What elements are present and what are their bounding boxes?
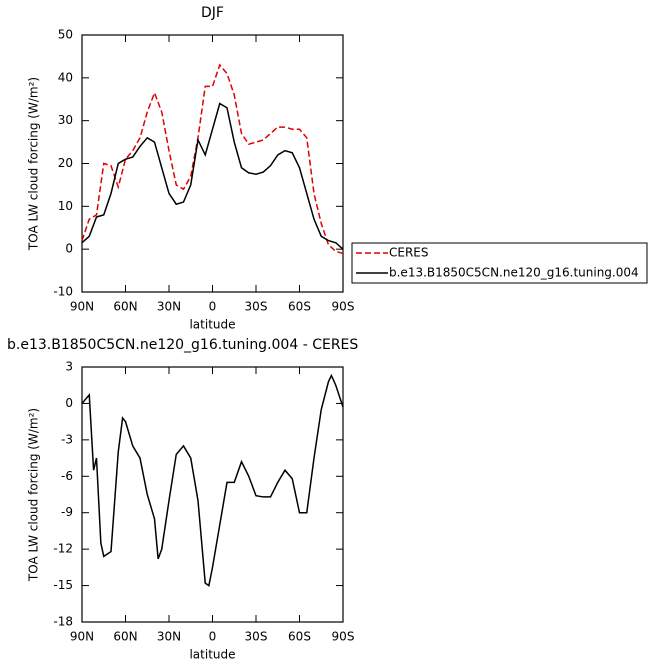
- x-tick-label: 90N: [70, 300, 94, 314]
- y-tick-label: -10: [53, 285, 73, 299]
- y-tick-label: 0: [65, 242, 73, 256]
- x-axis-label: latitude: [189, 648, 235, 662]
- x-tick-label: 90S: [332, 630, 355, 644]
- x-tick-label: 0: [209, 630, 217, 644]
- x-tick-label: 30S: [245, 630, 268, 644]
- x-tick-label: 60S: [288, 630, 311, 644]
- x-tick-label: 30N: [157, 300, 181, 314]
- legend-label: b.e13.B1850C5CN.ne120_g16.tuning.004: [389, 266, 639, 280]
- chart-title: b.e13.B1850C5CN.ne120_g16.tuning.004 - C…: [7, 337, 358, 353]
- x-tick-label: 30S: [245, 300, 268, 314]
- chart-title: DJF: [201, 5, 224, 21]
- y-tick-label: 3: [65, 360, 73, 374]
- x-tick-label: 30N: [157, 630, 181, 644]
- x-axis-label: latitude: [189, 318, 235, 332]
- y-tick-label: 10: [58, 199, 73, 213]
- y-tick-label: -12: [53, 542, 73, 556]
- y-tick-label: 50: [58, 28, 73, 42]
- line: [81, 102, 344, 250]
- legend-box: [351, 242, 648, 284]
- y-tick-label: -6: [61, 469, 73, 483]
- x-tick-label: 90N: [70, 630, 94, 644]
- plot-frame: [81, 366, 344, 623]
- y-axis-label: TOA LW cloud forcing (W/m²): [27, 408, 41, 582]
- x-tick-label: 60N: [113, 630, 137, 644]
- plot-frame: [81, 34, 344, 293]
- y-tick-label: 20: [58, 156, 73, 170]
- x-tick-label: 0: [209, 300, 217, 314]
- y-tick-label: -15: [53, 578, 73, 592]
- y-tick-label: 0: [65, 396, 73, 410]
- x-tick-label: 60S: [288, 300, 311, 314]
- legend-label: CERES: [389, 246, 429, 260]
- line: [81, 63, 344, 255]
- y-tick-label: -9: [61, 505, 73, 519]
- y-tick-label: -3: [61, 432, 73, 446]
- x-tick-label: 60N: [113, 300, 137, 314]
- line: [81, 373, 344, 587]
- y-axis-label: TOA LW cloud forcing (W/m²): [27, 77, 41, 251]
- y-tick-label: 30: [58, 113, 73, 127]
- y-tick-label: 40: [58, 70, 73, 84]
- y-tick-label: -18: [53, 615, 73, 629]
- x-tick-label: 90S: [332, 300, 355, 314]
